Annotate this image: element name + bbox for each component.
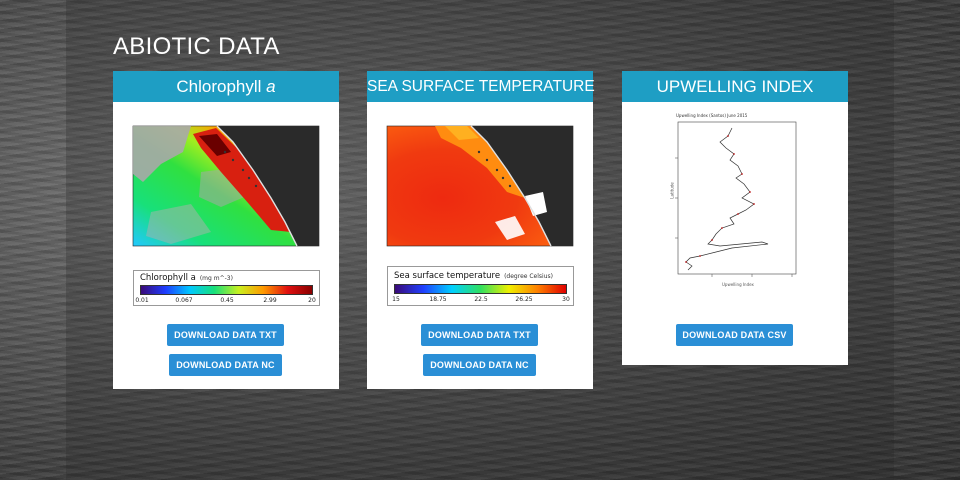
upwelling-chart-image (675, 121, 797, 277)
chlorophyll-card-title-italic: a (266, 77, 276, 96)
upwelling-card-header: UPWELLING INDEX (622, 71, 848, 102)
sst-tick: 22.5 (474, 296, 488, 303)
sst-colorbar-unit: (degree Celsius) (504, 273, 553, 280)
chlorophyll-tick: 20 (308, 297, 316, 304)
section-title: ABIOTIC DATA (113, 33, 280, 60)
chlorophyll-colorbar-label: Chlorophyll a (140, 273, 196, 283)
chlorophyll-card: Chlorophyll a (113, 71, 339, 389)
sst-tick: 15 (392, 296, 400, 303)
chlorophyll-download-txt-button[interactable]: DOWNLOAD DATA TXT (167, 324, 284, 346)
chlorophyll-card-header: Chlorophyll a (113, 71, 339, 102)
sst-tick: 30 (562, 296, 570, 303)
sst-colorbar-label: Sea surface temperature (394, 271, 501, 281)
upwelling-download-csv-button[interactable]: DOWNLOAD DATA CSV (676, 324, 793, 346)
sst-colorbar: Sea surface temperature (degree Celsius) … (387, 266, 574, 306)
chlorophyll-tick: 2.99 (263, 297, 277, 304)
chlorophyll-card-title: Chlorophyll (176, 77, 262, 96)
chlorophyll-colorbar-gradient (140, 285, 313, 295)
chlorophyll-colorbar-unit: (mg m^-3) (199, 275, 233, 282)
chlorophyll-colorbar: Chlorophyll a (mg m^-3) 0.01 0.067 0.45 2… (133, 270, 320, 306)
upwelling-chart-title: Upwelling Index (Santos) June 2015 (676, 113, 748, 118)
sst-tick: 26.25 (515, 296, 533, 303)
sst-card-header: SEA SURFACE TEMPERATURE (367, 71, 595, 102)
chlorophyll-download-nc-button[interactable]: DOWNLOAD DATA NC (169, 354, 282, 376)
upwelling-card: UPWELLING INDEX Upwelling Index (Santos)… (622, 71, 848, 365)
upwelling-ylabel: Latitude (669, 182, 675, 199)
upwelling-xlabel: Upwelling Index (722, 282, 754, 287)
sst-tick: 18.75 (429, 296, 447, 303)
chlorophyll-tick: 0.01 (135, 297, 149, 304)
sst-map-image (386, 125, 574, 247)
sst-colorbar-gradient (394, 284, 567, 294)
chlorophyll-tick: 0.45 (220, 297, 234, 304)
chlorophyll-map-image (132, 125, 320, 247)
sst-download-txt-button[interactable]: DOWNLOAD DATA TXT (421, 324, 538, 346)
sst-card: SEA SURFACE TEMPERATURE Sea surface temp… (367, 71, 595, 389)
sst-download-nc-button[interactable]: DOWNLOAD DATA NC (423, 354, 536, 376)
chlorophyll-tick: 0.067 (175, 297, 193, 304)
